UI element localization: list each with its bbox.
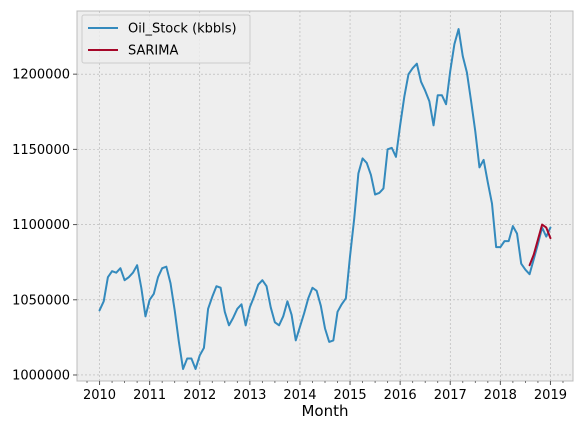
x-tick-label: 2017 (434, 388, 467, 403)
legend-label-sarima: SARIMA (128, 44, 178, 59)
series-line-oil-stock (98, 28, 552, 370)
x-tick-label: 2011 (133, 388, 166, 403)
series-layer (98, 28, 552, 370)
x-tick-label: 2015 (334, 388, 367, 403)
y-tick-label: 1000000 (12, 368, 70, 383)
y-tick-label: 1100000 (12, 218, 70, 233)
x-tick-label: 2019 (534, 388, 567, 403)
x-tick-label: 2012 (183, 388, 216, 403)
y-tick-label: 1200000 (12, 68, 70, 83)
x-tick-label: 2018 (484, 388, 517, 403)
legend-label-oil-stock: Oil_Stock (kbbls) (128, 22, 237, 37)
series-line-sarima (528, 223, 552, 267)
y-tick-label: 1050000 (12, 293, 70, 308)
x-tick-label: 2014 (283, 388, 316, 403)
x-tick-label: 2013 (233, 388, 266, 403)
legend-box (81, 14, 251, 64)
x-tick-label: 2010 (83, 388, 116, 403)
grid (77, 11, 573, 381)
y-tick-label: 1150000 (12, 143, 70, 158)
x-tick-label: 2016 (384, 388, 417, 403)
legend: Oil_Stock (kbbls) SARIMA (81, 14, 251, 64)
axes: 2010 2011 2012 2013 2014 2015 2016 2017 2018 2019… (12, 68, 567, 403)
x-axis-label: Month (301, 402, 348, 420)
